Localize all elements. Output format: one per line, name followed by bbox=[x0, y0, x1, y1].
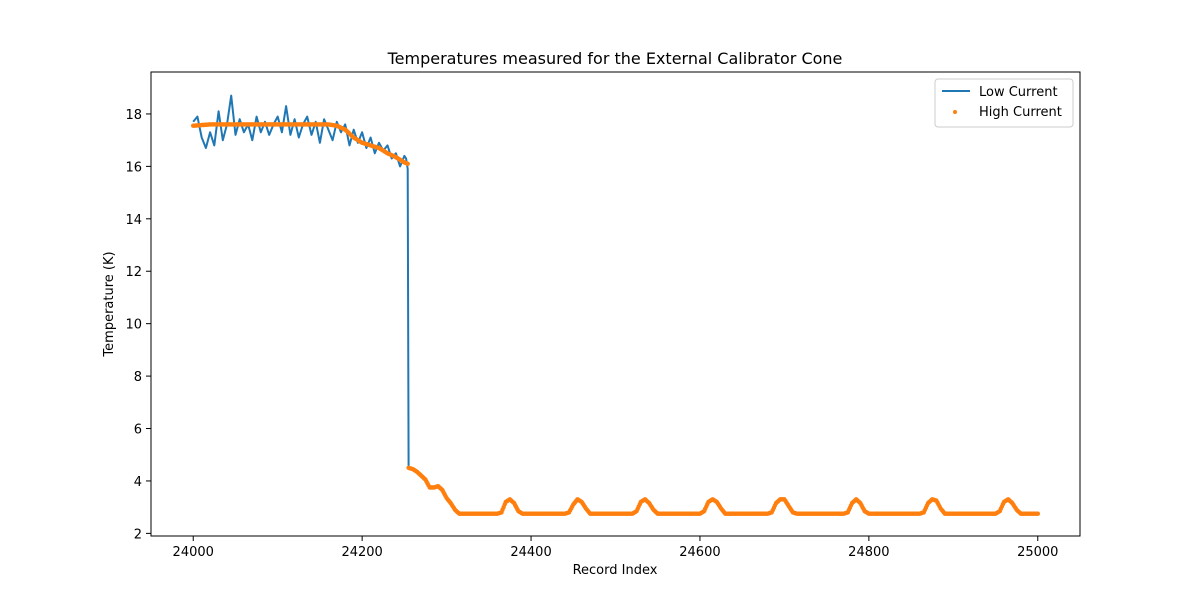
x-tick-label: 24400 bbox=[510, 545, 551, 560]
x-axis-title: Record Index bbox=[573, 563, 658, 578]
y-tick-label: 16 bbox=[125, 160, 142, 175]
x-tick-label: 24000 bbox=[173, 545, 214, 560]
y-tick-label: 4 bbox=[134, 475, 142, 490]
x-tick-label: 24200 bbox=[341, 545, 382, 560]
data-point bbox=[1035, 511, 1041, 516]
y-axis-title: Temperature (K) bbox=[102, 251, 117, 357]
x-tick-label: 24800 bbox=[848, 545, 889, 560]
data-point bbox=[405, 161, 410, 166]
y-tick-label: 8 bbox=[134, 370, 142, 385]
x-axis: 24000 24200 24400 24600 24800 25000 bbox=[173, 536, 1058, 560]
y-tick-label: 14 bbox=[125, 213, 142, 228]
y-tick-label: 18 bbox=[125, 108, 142, 123]
legend-label-high-current: High Current bbox=[979, 105, 1062, 120]
legend-swatch-high-current bbox=[953, 110, 957, 114]
axes-frame bbox=[150, 71, 1081, 537]
series-points-high-current bbox=[191, 122, 1041, 516]
legend: Low Current High Current bbox=[934, 78, 1074, 128]
y-tick-label: 12 bbox=[125, 265, 142, 280]
x-tick-label: 24600 bbox=[679, 545, 720, 560]
series-line-low-current bbox=[192, 94, 410, 468]
y-axis: 2 4 6 8 10 12 14 16 18 bbox=[125, 108, 151, 542]
plot-area bbox=[191, 94, 1041, 516]
x-tick-label: 25000 bbox=[1017, 545, 1058, 560]
y-tick-label: 6 bbox=[134, 423, 142, 438]
y-tick-label: 2 bbox=[134, 527, 142, 542]
chart-title: Temperatures measured for the External C… bbox=[387, 49, 843, 68]
y-tick-label: 10 bbox=[125, 318, 142, 333]
legend-label-low-current: Low Current bbox=[979, 85, 1058, 100]
